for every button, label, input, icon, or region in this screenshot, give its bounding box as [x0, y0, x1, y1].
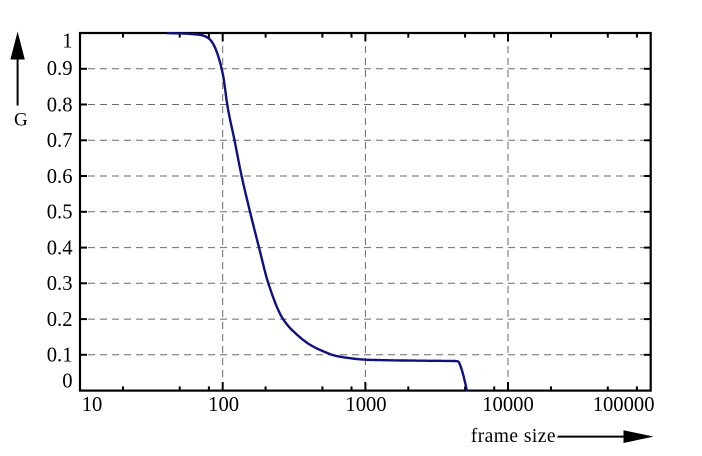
svg-text:0.9: 0.9 [47, 58, 73, 80]
svg-text:0.3: 0.3 [47, 273, 73, 295]
svg-text:0.7: 0.7 [47, 130, 73, 152]
svg-text:0.1: 0.1 [47, 345, 73, 367]
svg-text:10000: 10000 [482, 394, 533, 416]
svg-text:frame size: frame size [471, 426, 556, 447]
svg-text:100000: 100000 [593, 394, 655, 416]
svg-text:1: 1 [62, 31, 72, 53]
svg-text:100: 100 [208, 394, 239, 416]
svg-text:10: 10 [82, 394, 103, 416]
svg-text:0.4: 0.4 [47, 237, 73, 259]
svg-text:0.8: 0.8 [47, 94, 73, 116]
svg-text:0.5: 0.5 [47, 202, 73, 224]
svg-text:0: 0 [62, 371, 72, 393]
svg-text:G: G [14, 110, 28, 131]
svg-text:0.6: 0.6 [47, 166, 73, 188]
svg-text:0.2: 0.2 [47, 309, 73, 331]
svg-text:1000: 1000 [345, 394, 386, 416]
